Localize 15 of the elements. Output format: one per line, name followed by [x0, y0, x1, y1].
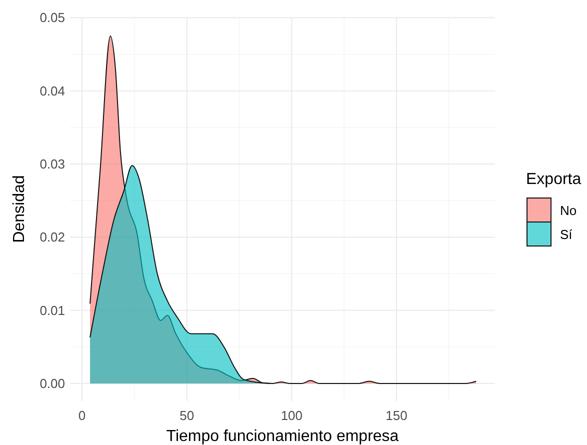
y-tick-label: 0.02: [40, 230, 65, 245]
y-tick-label: 0.00: [40, 376, 65, 391]
y-tick-label: 0.01: [40, 302, 65, 318]
y-tick-label: 0.04: [40, 83, 65, 98]
legend-label: Sí: [560, 227, 573, 242]
x-tick-label: 150: [386, 408, 408, 423]
legend-label: No: [560, 203, 577, 218]
y-tick-label: 0.03: [40, 156, 65, 172]
x-tick-label: 50: [180, 408, 194, 423]
x-tick-label: 0: [78, 408, 86, 423]
y-tick-label: 0.05: [40, 10, 65, 26]
y-axis-title: Densidad: [11, 175, 28, 243]
x-axis-title: Tiempo funcionamiento empresa: [166, 428, 399, 445]
legend-title: Exporta: [526, 171, 582, 188]
x-tick-label: 100: [280, 408, 303, 423]
